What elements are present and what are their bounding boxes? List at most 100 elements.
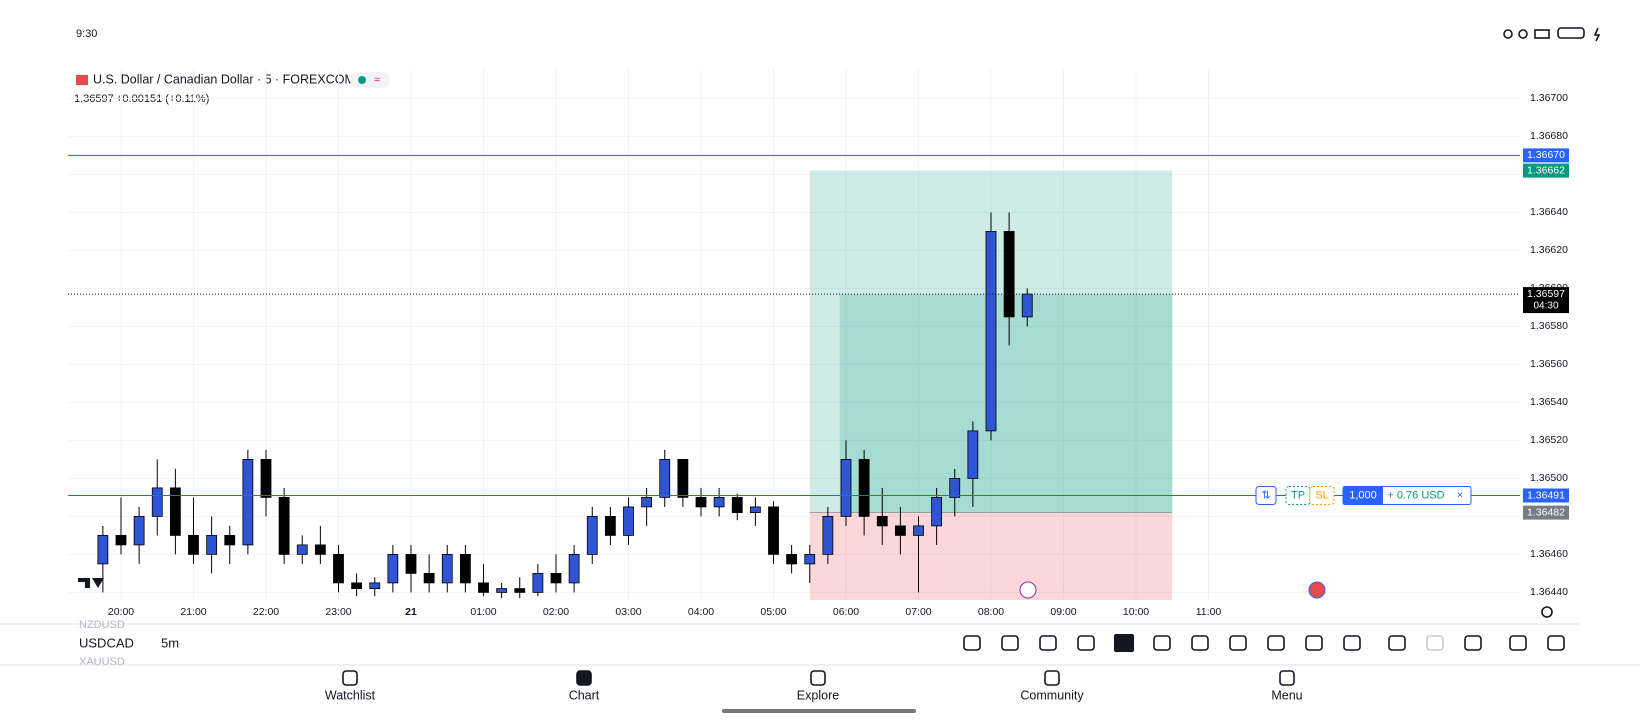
nav-label[interactable]: Community xyxy=(1020,688,1084,702)
candle-body xyxy=(876,516,888,527)
tool-button[interactable] xyxy=(1343,635,1361,651)
status-icons xyxy=(1503,27,1601,42)
y-tick-label: 1.36580 xyxy=(1530,320,1568,332)
sl-label: SL xyxy=(1315,489,1328,501)
candle-body xyxy=(931,496,943,527)
x-tick-label: 09:00 xyxy=(1050,606,1076,618)
countdown: 04:30 xyxy=(1533,301,1558,312)
x-tick-label: 08:00 xyxy=(978,606,1004,618)
target-tag xyxy=(1523,163,1569,178)
reverse-button[interactable] xyxy=(1255,486,1277,505)
nav-label[interactable]: Explore xyxy=(797,688,839,702)
candle-body xyxy=(441,554,453,584)
y-tick-label: 1.36700 xyxy=(1530,92,1568,104)
candle-body xyxy=(387,554,399,584)
x-tick-label: 20:00 xyxy=(108,606,134,618)
tool-button[interactable] xyxy=(1388,635,1406,651)
candle-body xyxy=(949,477,961,498)
candle-body xyxy=(840,458,852,517)
nav-icon[interactable] xyxy=(1044,670,1060,686)
tool-button[interactable] xyxy=(1267,635,1285,651)
toolbar xyxy=(963,634,1565,652)
qty-box xyxy=(1343,486,1383,505)
x-tick-label: 21 xyxy=(405,606,417,618)
tool-button[interactable] xyxy=(1153,635,1171,651)
y-tick-label: 1.36620 xyxy=(1530,244,1568,256)
tool-button[interactable] xyxy=(1464,635,1482,651)
candle-body xyxy=(604,516,616,536)
candle-body xyxy=(641,496,653,508)
x-tick-label: 07:00 xyxy=(905,606,931,618)
candle-body xyxy=(296,544,308,555)
event-icon[interactable] xyxy=(1019,581,1037,599)
logo xyxy=(78,578,104,588)
nav-icon[interactable] xyxy=(342,670,358,686)
y-tick-label: 1.36680 xyxy=(1530,130,1568,142)
event-flag[interactable] xyxy=(1308,581,1326,599)
nav-label[interactable]: Chart xyxy=(569,688,600,702)
tool-button[interactable] xyxy=(1547,635,1565,651)
candle-body xyxy=(586,516,598,555)
candle-body xyxy=(913,525,924,536)
target-label: 1.36662 xyxy=(1527,164,1565,176)
y-tick-label: 1.36500 xyxy=(1530,472,1568,484)
symbol[interactable]: NZDUSD xyxy=(79,619,125,631)
nav-label[interactable]: Watchlist xyxy=(325,688,376,702)
symbol[interactable]: XAUUSD xyxy=(79,656,125,668)
open-profit xyxy=(839,294,1173,513)
current-price-tag xyxy=(1523,287,1569,314)
price-line-tag xyxy=(1523,148,1569,163)
candle-body xyxy=(1021,293,1033,318)
tool-button[interactable] xyxy=(1001,635,1019,651)
candle-body xyxy=(568,554,580,584)
tool-button[interactable] xyxy=(1229,635,1247,651)
nav-icon[interactable] xyxy=(810,670,826,686)
candle-body xyxy=(133,516,145,546)
bottom-nav: Watchlist Chart Explore Community Menu xyxy=(325,670,1303,702)
tool-button[interactable] xyxy=(963,635,981,651)
candle-body xyxy=(459,554,471,584)
x-tick-label: 10:00 xyxy=(1123,606,1149,618)
order-pnl: + 0.76 USD xyxy=(1387,489,1444,501)
sl-button[interactable] xyxy=(1309,486,1335,505)
order-close[interactable]: × xyxy=(1457,489,1463,501)
candle-body xyxy=(423,573,435,584)
tool-button[interactable] xyxy=(1039,635,1057,651)
entry-tag xyxy=(1523,505,1569,520)
candle-body xyxy=(659,458,671,498)
tool-button[interactable] xyxy=(1077,635,1095,651)
candle-body xyxy=(822,516,834,555)
interval[interactable]: 5m xyxy=(161,635,179,650)
home-indicator xyxy=(722,709,916,713)
reverse-icon: ⇅ xyxy=(1261,489,1270,501)
axis-settings[interactable] xyxy=(1541,606,1553,618)
candle-body xyxy=(333,554,344,584)
y-tick-label: 1.36520 xyxy=(1530,434,1568,446)
x-tick-label: 05:00 xyxy=(760,606,786,618)
current-price-label: 1.36597 xyxy=(1527,288,1565,300)
nav-icon[interactable] xyxy=(1279,670,1295,686)
candle-body xyxy=(749,506,761,513)
candle-body xyxy=(405,554,417,574)
candle-body xyxy=(242,458,254,546)
tool-button[interactable] xyxy=(1509,635,1527,651)
x-tick-label: 01:00 xyxy=(470,606,496,618)
nav-label[interactable]: Menu xyxy=(1271,688,1302,702)
order-qty: 1,000 xyxy=(1349,489,1377,501)
tool-button[interactable] xyxy=(1426,635,1444,651)
y-tick-label: 1.36440 xyxy=(1530,586,1568,598)
tool-button[interactable] xyxy=(1191,635,1209,651)
candle-body xyxy=(514,588,526,593)
status-pill[interactable] xyxy=(350,72,390,88)
candle-body xyxy=(768,506,779,555)
candle-body xyxy=(1003,230,1015,318)
status-time: 9:30 xyxy=(76,28,97,40)
candle-body xyxy=(677,458,689,498)
symbol[interactable]: USDCAD xyxy=(79,635,134,650)
market-dot xyxy=(358,76,366,84)
tool-button[interactable] xyxy=(1305,635,1323,651)
tool-button[interactable] xyxy=(1114,634,1134,652)
nav-icon[interactable] xyxy=(576,670,592,686)
y-tick-label: 1.36540 xyxy=(1530,396,1568,408)
